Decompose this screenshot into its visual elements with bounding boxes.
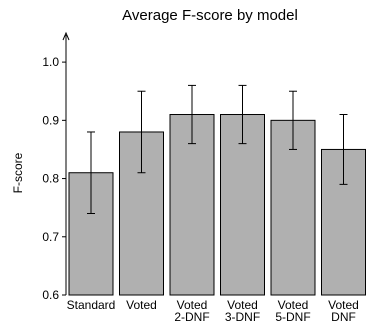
x-tick-label-5-line-1: DNF xyxy=(331,310,356,324)
x-tick-label-4-line-1: 5-DNF xyxy=(275,310,310,324)
x-tick-label-4-line-0: Voted xyxy=(278,298,309,312)
x-tick-label-3-line-1: 3-DNF xyxy=(225,310,260,324)
y-axis-label: F-score xyxy=(11,152,25,193)
x-tick-label-2-line-0: Voted xyxy=(177,298,208,312)
x-tick-label-0: Standard xyxy=(67,298,116,312)
bar-2 xyxy=(169,114,215,296)
x-tick-label-2: Voted 2-DNF xyxy=(174,298,209,324)
x-tick-label-2-line-1: 2-DNF xyxy=(174,310,209,324)
x-tick-label-1: Voted xyxy=(126,298,157,312)
y-tick-label-3: 0.9 xyxy=(42,113,59,127)
bar-3 xyxy=(220,114,265,296)
y-tick-label-0: 0.6 xyxy=(42,288,59,302)
x-tick-label-5: Voted DNF xyxy=(328,298,359,324)
x-tick-label-3: Voted 3-DNF xyxy=(225,298,260,324)
x-tick-label-0-line-0: Standard xyxy=(67,298,116,312)
x-tick-label-1-line-0: Voted xyxy=(126,298,157,312)
y-tick-label-1: 0.7 xyxy=(42,230,59,244)
x-tick-label-4: Voted 5-DNF xyxy=(275,298,310,324)
chart-title: Average F-score by model xyxy=(122,7,298,24)
x-tick-label-3-line-0: Voted xyxy=(227,298,258,312)
y-tick-label-4: 1.0 xyxy=(42,55,59,69)
y-tick-label-2: 0.8 xyxy=(42,172,59,186)
x-tick-label-5-line-0: Voted xyxy=(328,298,359,312)
y-axis-arrow xyxy=(62,31,70,41)
